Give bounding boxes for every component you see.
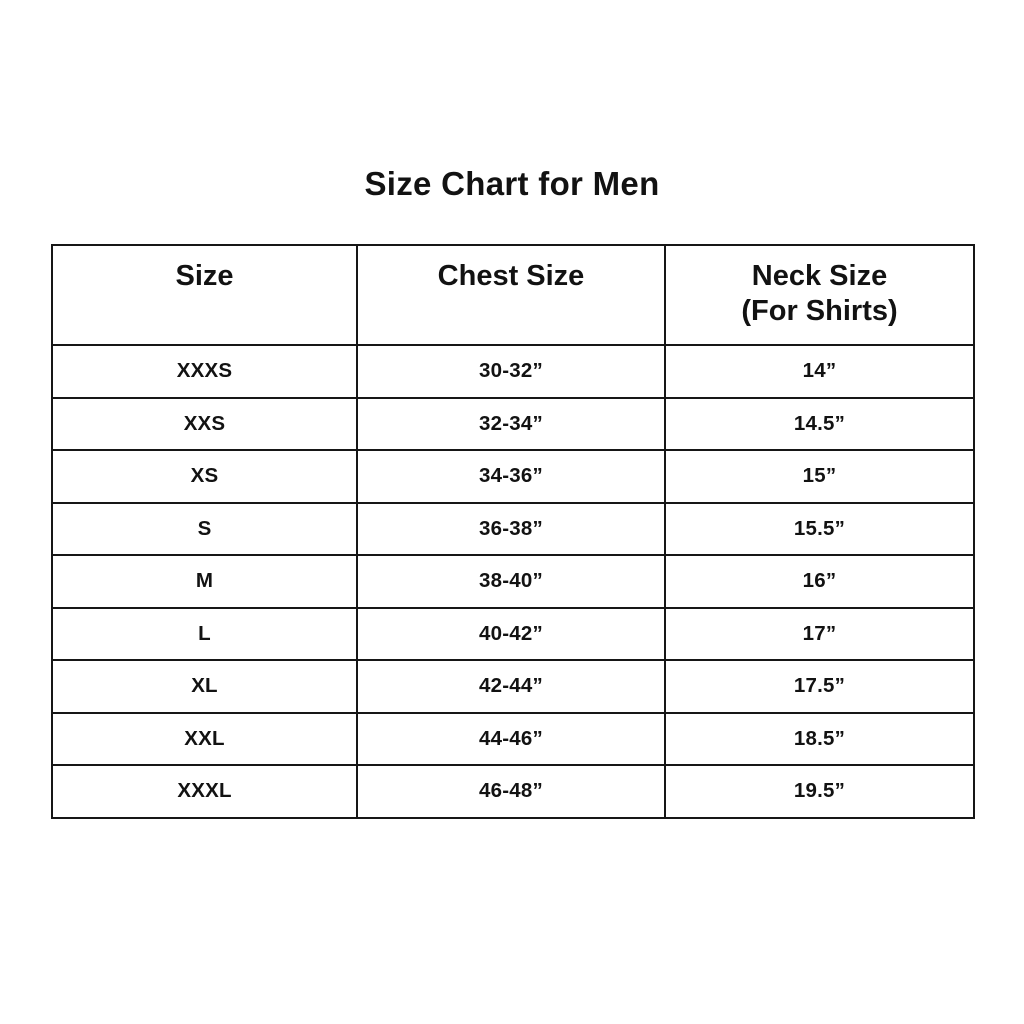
cell-size: L bbox=[51, 606, 358, 661]
table-body: XXXS 30-32” 14” XXS 32-34” 14.5” XS 34-3… bbox=[51, 344, 975, 819]
cell-size: XL bbox=[51, 659, 358, 714]
table-row: XXS 32-34” 14.5” bbox=[51, 396, 975, 451]
cell-chest: 44-46” bbox=[356, 711, 666, 766]
cell-neck: 17.5” bbox=[664, 659, 975, 714]
cell-neck: 14.5” bbox=[664, 396, 975, 451]
table-header: Size Chest Size Neck Size (For Shirts) bbox=[51, 244, 975, 346]
cell-neck: 14” bbox=[664, 344, 975, 399]
cell-neck: 15.5” bbox=[664, 501, 975, 556]
column-header-size-label: Size bbox=[175, 260, 234, 292]
cell-size: XXXL bbox=[51, 764, 358, 819]
column-header-chest-size: Chest Size bbox=[356, 244, 666, 346]
cell-chest: 42-44” bbox=[356, 659, 666, 714]
table-row: S 36-38” 15.5” bbox=[51, 501, 975, 556]
cell-chest: 34-36” bbox=[356, 449, 666, 504]
column-header-size: Size bbox=[51, 244, 358, 346]
column-header-neck-sublabel: (For Shirts) bbox=[741, 295, 898, 327]
cell-neck: 18.5” bbox=[664, 711, 975, 766]
cell-neck: 19.5” bbox=[664, 764, 975, 819]
table-row: XL 42-44” 17.5” bbox=[51, 659, 975, 714]
table-row: XXXL 46-48” 19.5” bbox=[51, 764, 975, 819]
cell-neck: 16” bbox=[664, 554, 975, 609]
page-title: Size Chart for Men bbox=[364, 165, 660, 202]
cell-size: S bbox=[51, 501, 358, 556]
header-row: Size Chest Size Neck Size (For Shirts) bbox=[51, 244, 975, 346]
cell-size: XXS bbox=[51, 396, 358, 451]
cell-chest: 32-34” bbox=[356, 396, 666, 451]
column-header-neck-label: Neck Size bbox=[751, 260, 888, 292]
cell-chest: 30-32” bbox=[356, 344, 666, 399]
column-header-neck-size: Neck Size (For Shirts) bbox=[664, 244, 975, 346]
cell-size: XS bbox=[51, 449, 358, 504]
cell-size: M bbox=[51, 554, 358, 609]
table-row: M 38-40” 16” bbox=[51, 554, 975, 609]
cell-size: XXL bbox=[51, 711, 358, 766]
cell-chest: 46-48” bbox=[356, 764, 666, 819]
table-row: XS 34-36” 15” bbox=[51, 449, 975, 504]
cell-neck: 15” bbox=[664, 449, 975, 504]
cell-chest: 40-42” bbox=[356, 606, 666, 661]
size-chart-table: Size Chest Size Neck Size (For Shirts) X… bbox=[51, 244, 975, 819]
cell-chest: 36-38” bbox=[356, 501, 666, 556]
table-row: L 40-42” 17” bbox=[51, 606, 975, 661]
table-row: XXXS 30-32” 14” bbox=[51, 344, 975, 399]
cell-neck: 17” bbox=[664, 606, 975, 661]
column-header-chest-label: Chest Size bbox=[437, 260, 585, 292]
table-row: XXL 44-46” 18.5” bbox=[51, 711, 975, 766]
cell-size: XXXS bbox=[51, 344, 358, 399]
cell-chest: 38-40” bbox=[356, 554, 666, 609]
